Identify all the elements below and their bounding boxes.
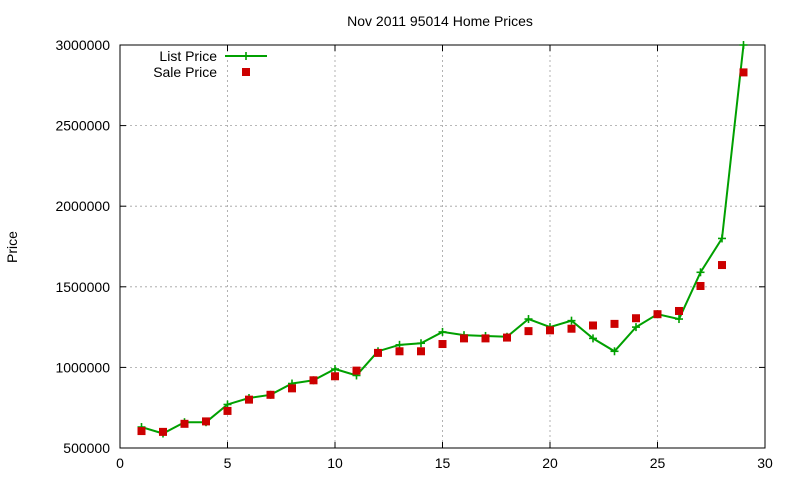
x-tick-label: 20: [542, 455, 558, 471]
sale-price-point: [137, 427, 146, 436]
x-tick-label: 0: [116, 455, 124, 471]
x-tick-label: 10: [327, 455, 343, 471]
x-tick-label: 15: [435, 455, 451, 471]
data-series: [137, 41, 748, 438]
y-tick-label: 1000000: [55, 359, 110, 375]
sale-price-point: [481, 334, 490, 343]
sale-price-point: [352, 366, 361, 375]
y-tick-label: 2000000: [55, 198, 110, 214]
ticks: 0 5 10 15 20 25 30 500000 1000000 1500000 2000000 2…: [55, 37, 773, 471]
sale-price-point: [180, 419, 189, 428]
list-price-point: [524, 315, 533, 324]
y-tick-label: 500000: [63, 440, 110, 456]
x-tick-label: 25: [650, 455, 666, 471]
legend-label: List Price: [159, 48, 217, 64]
y-tick-label: 2500000: [55, 118, 110, 134]
sale-price-point: [610, 319, 619, 328]
list-price-point: [739, 41, 748, 49]
sale-price-point: [266, 390, 275, 399]
y-axis-label: Price: [4, 231, 20, 263]
sale-price-point: [696, 281, 705, 290]
series-sale-price: [137, 68, 748, 436]
list-price-point: [438, 327, 447, 336]
list-price-point: [331, 365, 339, 374]
sale-price-point: [739, 68, 748, 77]
list-price-point: [417, 339, 425, 348]
sale-price-point: [159, 427, 167, 436]
y-tick-label: 1500000: [55, 279, 110, 295]
sale-price-point: [524, 327, 533, 336]
list-price-point: [675, 315, 683, 324]
x-tick-label: 30: [757, 455, 773, 471]
list-price-point: [610, 347, 619, 356]
sale-price-point: [675, 306, 683, 315]
sale-price-point: [460, 334, 468, 343]
list-price-point: [589, 334, 597, 343]
grid: [120, 45, 765, 448]
legend-swatch-marker: [242, 68, 250, 76]
sale-price-point: [374, 348, 382, 357]
sale-price-point: [438, 340, 447, 349]
sale-price-point: [309, 376, 318, 385]
y-tick-label: 3000000: [55, 37, 110, 53]
sale-price-point: [632, 314, 640, 323]
sale-price-point: [589, 321, 597, 330]
sale-price-point: [546, 326, 554, 335]
list-price-point: [718, 234, 726, 243]
sale-price-point: [718, 261, 726, 270]
list-price-point: [696, 268, 705, 277]
sale-price-point: [202, 417, 210, 426]
sale-price-point: [331, 372, 339, 381]
sale-price-point: [417, 347, 425, 356]
sale-price-point: [245, 395, 253, 404]
legend-swatch-marker: [242, 52, 250, 60]
sale-price-point: [395, 347, 404, 356]
sale-price-point: [288, 384, 296, 393]
x-tick-label: 5: [224, 455, 232, 471]
sale-price-point: [567, 324, 576, 333]
list-price-point: [632, 323, 640, 332]
plot-frame: [119, 44, 766, 449]
sale-price-point: [653, 310, 662, 319]
chart-title: Nov 2011 95014 Home Prices: [347, 13, 533, 29]
list-price-point: [567, 316, 576, 325]
sale-price-point: [503, 333, 511, 342]
sale-price-point: [223, 406, 232, 415]
legend-label: Sale Price: [153, 64, 217, 80]
